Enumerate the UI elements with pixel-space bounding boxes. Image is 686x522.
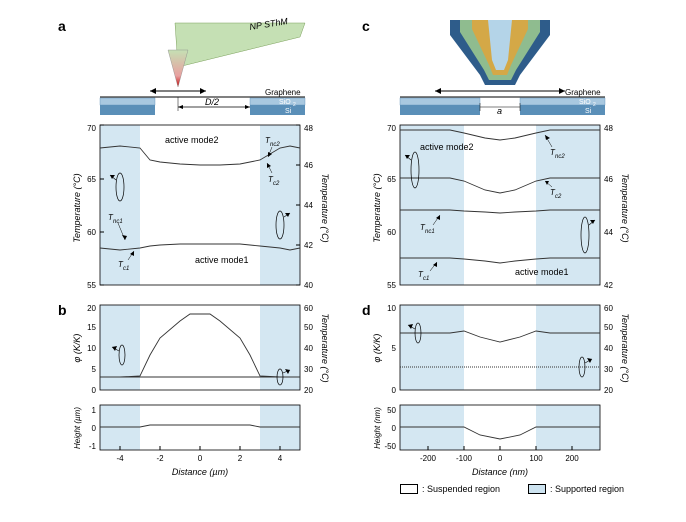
- svg-text:φ (K/K): φ (K/K): [372, 334, 382, 363]
- svg-text:Height (nm): Height (nm): [373, 407, 382, 449]
- svg-text:2: 2: [593, 102, 596, 108]
- chart-c-temp: 55 60 65 70 42 44 46 48 active mode2 act…: [370, 120, 630, 295]
- svg-text:0: 0: [498, 454, 503, 463]
- svg-text:active mode1: active mode1: [195, 255, 249, 265]
- svg-text:Temperature (°C): Temperature (°C): [320, 173, 330, 242]
- svg-text:65: 65: [387, 175, 396, 184]
- svg-text:2: 2: [293, 102, 296, 108]
- svg-text:70: 70: [387, 124, 396, 133]
- svg-text:Temperature (°C): Temperature (°C): [620, 173, 630, 242]
- svg-text:c2: c2: [273, 181, 280, 187]
- svg-text:50: 50: [304, 323, 313, 332]
- svg-text:70: 70: [87, 124, 96, 133]
- svg-text:20: 20: [87, 304, 96, 313]
- svg-text:-100: -100: [456, 454, 473, 463]
- svg-text:Graphene: Graphene: [265, 88, 301, 97]
- svg-text:5: 5: [392, 344, 397, 353]
- probe-schematic-c: Graphene SiO2 Si a: [380, 15, 620, 115]
- probe-schematic-a: NP SThM Graphene SiO2 Si D/2: [80, 15, 320, 115]
- svg-text:40: 40: [604, 344, 613, 353]
- legend-suspended: : Suspended region: [400, 484, 500, 494]
- svg-text:-50: -50: [384, 442, 396, 451]
- svg-text:10: 10: [87, 344, 96, 353]
- svg-text:active mode1: active mode1: [515, 267, 569, 277]
- svg-text:nc2: nc2: [270, 142, 280, 148]
- svg-text:a: a: [497, 106, 502, 115]
- svg-text:SiO: SiO: [279, 99, 291, 106]
- chart-a-temp: 55 60 65 70 40 42 44 46 48 active mode2 …: [70, 120, 330, 295]
- svg-text:42: 42: [604, 281, 613, 290]
- svg-text:nc2: nc2: [555, 154, 565, 160]
- svg-text:Distance (µm): Distance (µm): [172, 467, 228, 477]
- svg-text:D/2: D/2: [205, 97, 219, 107]
- svg-text:30: 30: [604, 365, 613, 374]
- svg-text:60: 60: [87, 228, 96, 237]
- svg-text:48: 48: [304, 124, 313, 133]
- svg-text:nc1: nc1: [113, 219, 123, 225]
- svg-text:44: 44: [304, 201, 313, 210]
- svg-text:60: 60: [604, 304, 613, 313]
- svg-text:active mode2: active mode2: [165, 135, 219, 145]
- svg-text:0: 0: [92, 386, 97, 395]
- svg-text:46: 46: [304, 161, 313, 170]
- svg-text:10: 10: [387, 304, 396, 313]
- svg-text:c2: c2: [555, 194, 562, 200]
- svg-text:0: 0: [92, 424, 97, 433]
- svg-text:100: 100: [529, 454, 543, 463]
- svg-text:Si: Si: [585, 108, 592, 115]
- svg-text:40: 40: [304, 344, 313, 353]
- chart-b-phi: 0 5 10 15 20 20 30 40 50 60 φ (K/K) Temp…: [70, 300, 330, 400]
- chart-d-height: -50 0 50 -200 -100 0 100 200 Distance (n…: [370, 400, 630, 480]
- svg-text:55: 55: [87, 281, 96, 290]
- svg-text:-4: -4: [116, 454, 124, 463]
- svg-text:0: 0: [392, 424, 397, 433]
- svg-text:42: 42: [304, 241, 313, 250]
- svg-text:55: 55: [387, 281, 396, 290]
- panel-label-b: b: [58, 302, 67, 318]
- svg-text:-1: -1: [89, 442, 97, 451]
- svg-text:Temperature (°C): Temperature (°C): [72, 173, 82, 242]
- svg-text:200: 200: [565, 454, 579, 463]
- svg-text:4: 4: [278, 454, 283, 463]
- svg-text:Height (µm): Height (µm): [73, 407, 82, 449]
- svg-text:20: 20: [604, 386, 613, 395]
- svg-text:20: 20: [304, 386, 313, 395]
- chart-b-height: -1 0 1 -4 -2 0 2 4 Distance (µm) Height …: [70, 400, 330, 480]
- svg-text:active mode2: active mode2: [420, 142, 474, 152]
- panel-label-a: a: [58, 18, 66, 34]
- svg-text:Si: Si: [285, 108, 292, 115]
- svg-text:c1: c1: [123, 266, 129, 272]
- svg-text:Temperature (°C): Temperature (°C): [372, 173, 382, 242]
- svg-text:SiO: SiO: [579, 99, 591, 106]
- svg-text:-200: -200: [420, 454, 437, 463]
- svg-text:c1: c1: [423, 276, 429, 282]
- svg-text:Temperature (°C): Temperature (°C): [620, 313, 630, 382]
- svg-text:Temperature (°C): Temperature (°C): [320, 313, 330, 382]
- svg-text:44: 44: [604, 228, 613, 237]
- svg-text:0: 0: [392, 386, 397, 395]
- svg-text:50: 50: [604, 323, 613, 332]
- svg-text:2: 2: [238, 454, 243, 463]
- svg-text:Graphene: Graphene: [565, 88, 601, 97]
- svg-text:65: 65: [87, 175, 96, 184]
- svg-text:60: 60: [304, 304, 313, 313]
- svg-text:30: 30: [304, 365, 313, 374]
- svg-text:nc1: nc1: [425, 229, 435, 235]
- svg-text:46: 46: [604, 175, 613, 184]
- svg-text:48: 48: [604, 124, 613, 133]
- svg-text:15: 15: [87, 323, 96, 332]
- svg-text:0: 0: [198, 454, 203, 463]
- svg-text:60: 60: [387, 228, 396, 237]
- svg-text:1: 1: [92, 406, 97, 415]
- svg-text:φ (K/K): φ (K/K): [72, 334, 82, 363]
- svg-text:5: 5: [92, 365, 97, 374]
- panel-label-c: c: [362, 18, 370, 34]
- svg-text:Distance (nm): Distance (nm): [472, 467, 528, 477]
- legend-supported: : Supported region: [528, 484, 624, 494]
- svg-text:-2: -2: [156, 454, 164, 463]
- svg-text:50: 50: [387, 406, 396, 415]
- chart-d-phi: 0 5 10 20 30 40 50 60 φ (K/K) Temperatur…: [370, 300, 630, 400]
- svg-text:40: 40: [304, 281, 313, 290]
